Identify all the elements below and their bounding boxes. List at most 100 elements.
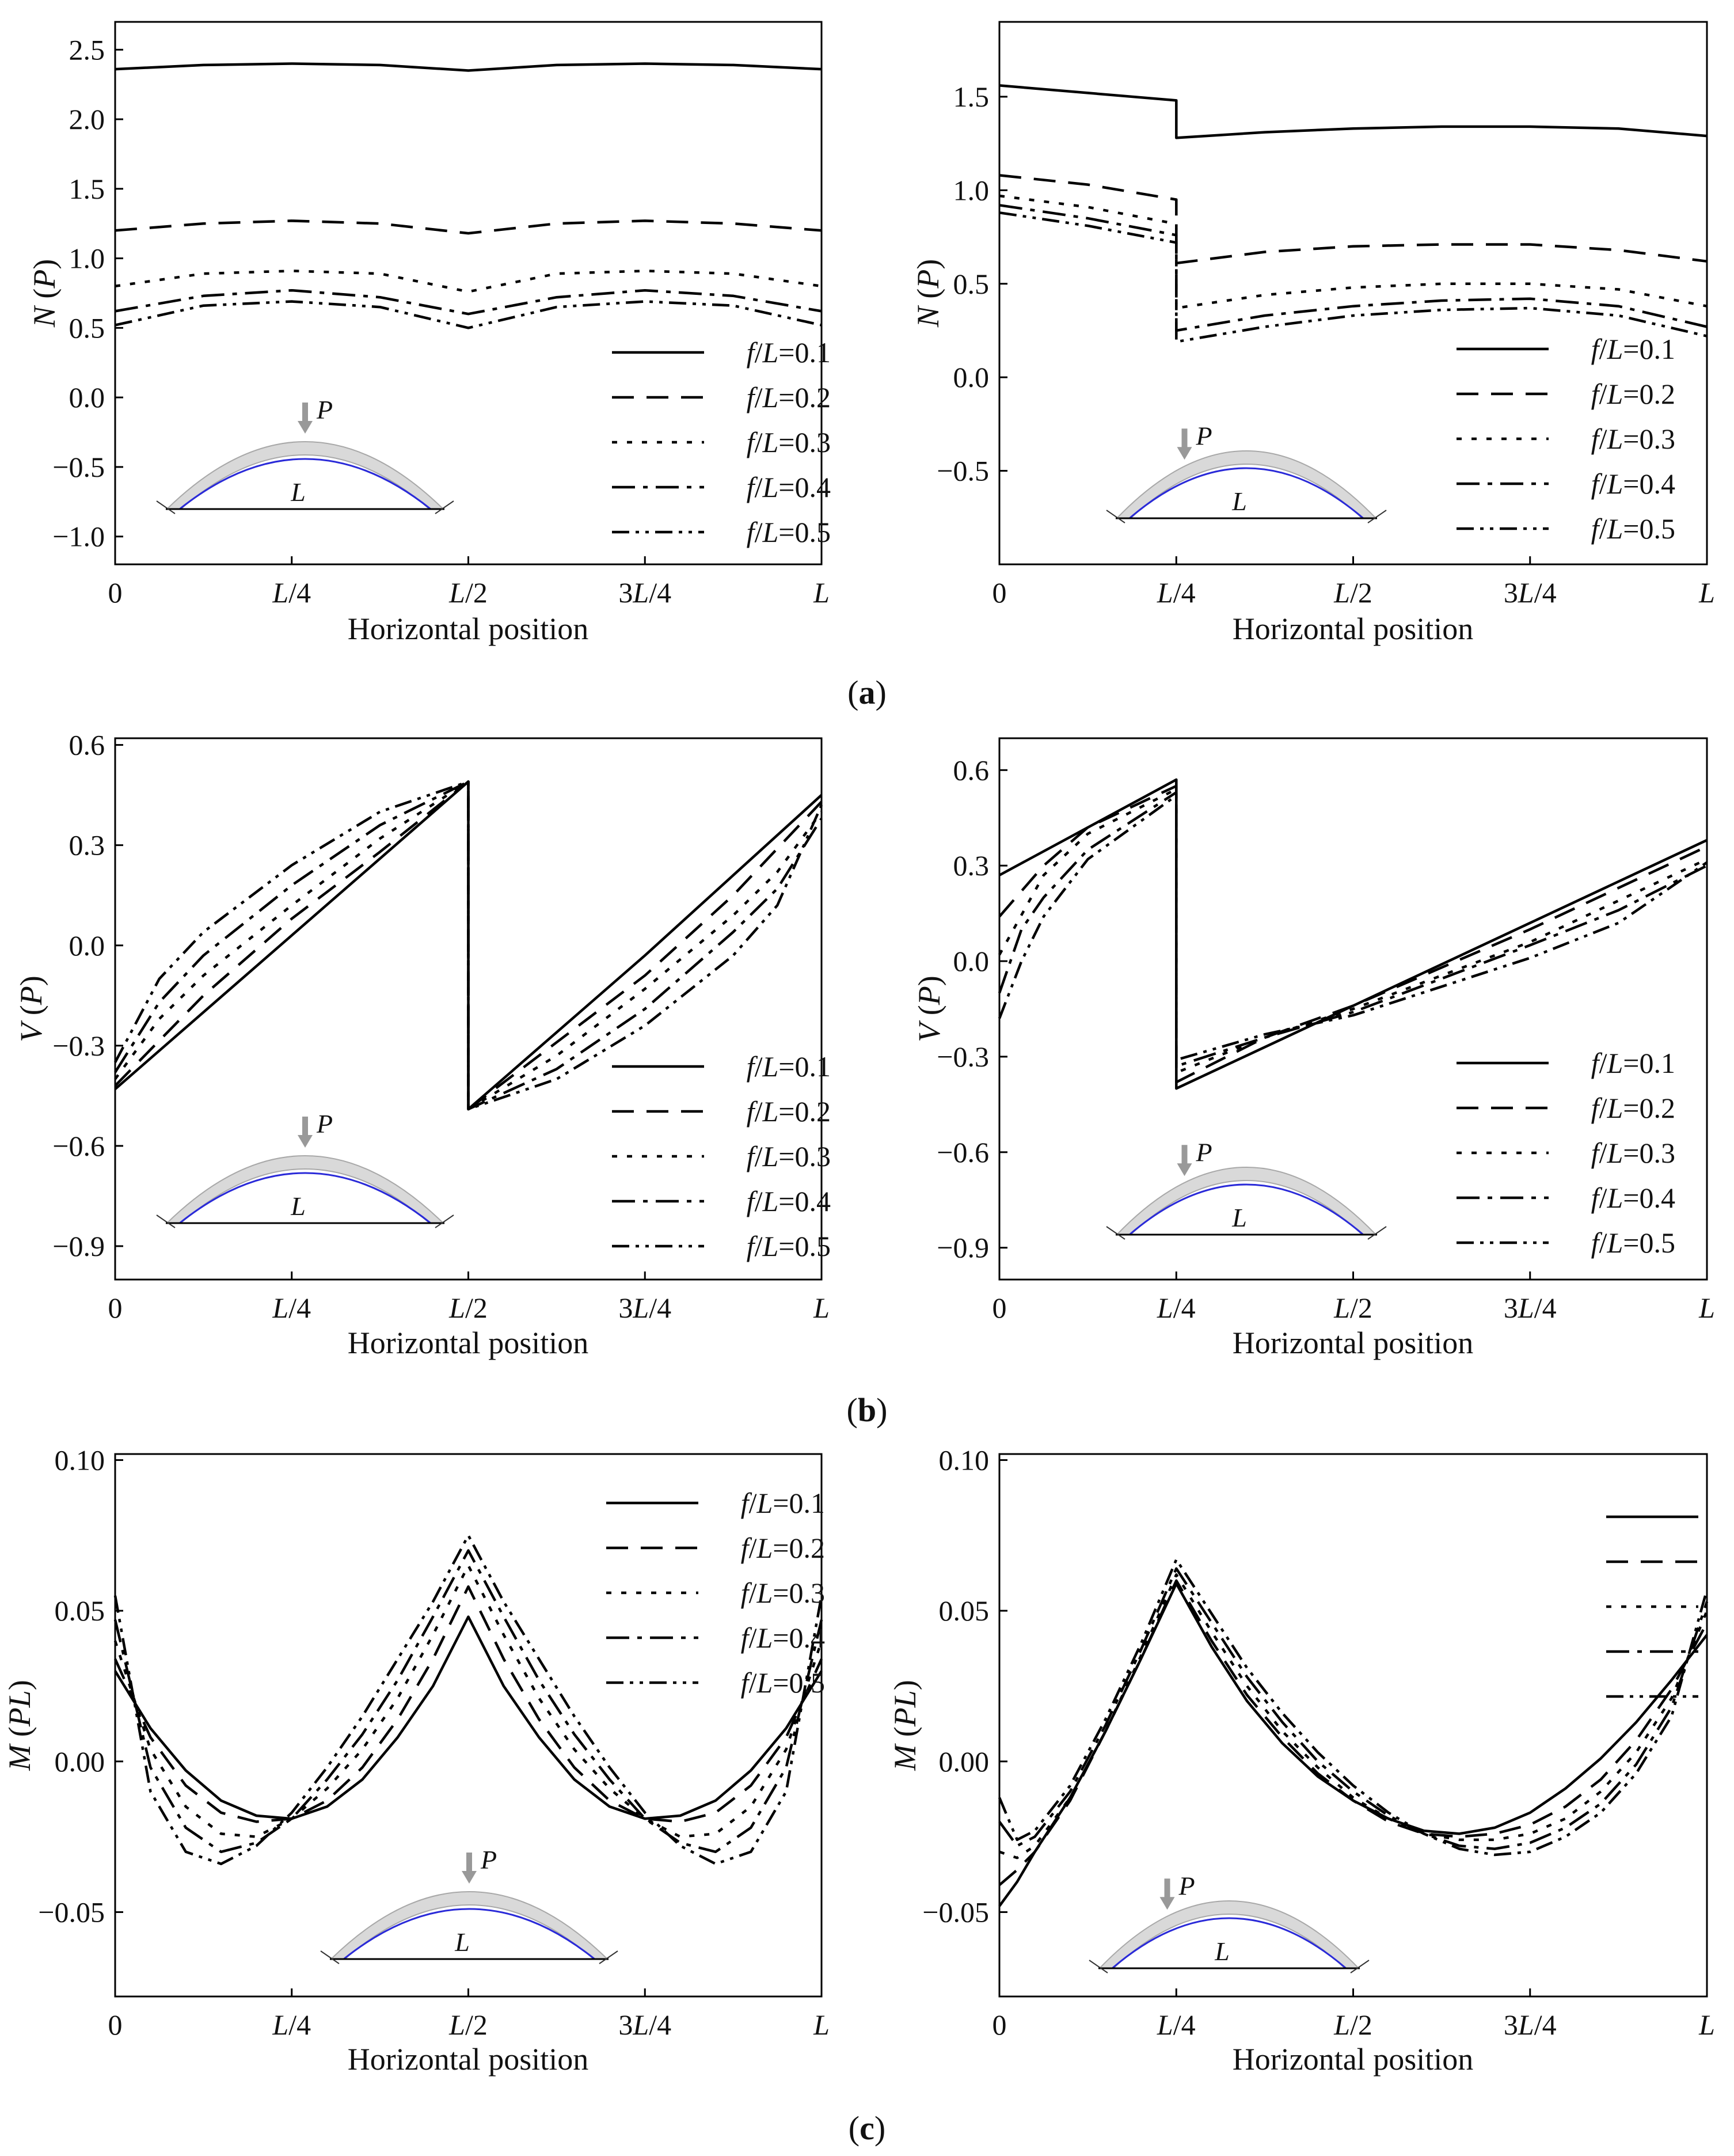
- legend-label: f/L=0.1: [747, 1050, 831, 1083]
- legend-label: f/L=0.5: [741, 1667, 825, 1699]
- series-line-3: [113, 1564, 823, 1838]
- y-tick-label: −0.6: [52, 1130, 105, 1162]
- y-tick-label: 0.6: [69, 729, 105, 761]
- y-axis-label: M (PL): [2, 1680, 37, 1771]
- arch-axis: [1129, 467, 1364, 519]
- series-lines: [113, 1534, 823, 1865]
- panel-b-left: 0.6 0.3 0.0 −0.3 −0.6 −0.9 0 L/4 L/2 3L/4 L Horiz…: [14, 729, 831, 1360]
- legend-label: f/L=0.5: [747, 516, 831, 548]
- x-axis-label: Horizontal position: [1233, 612, 1473, 646]
- x-tick-label: 3L/4: [618, 576, 671, 609]
- x-tick-label: L/4: [1157, 576, 1196, 609]
- series-line-2: [998, 784, 1708, 1084]
- legend: f/L=0.1f/L=0.2f/L=0.3f/L=0.4f/L=0.5: [1606, 1515, 1698, 1698]
- panel-a-left: 2.52.01.51.00.50.0−0.5−1.0 0 L/4 L/2 3L/4 L …: [27, 21, 831, 646]
- span-label: L: [1214, 1937, 1230, 1966]
- support-left: [1106, 1226, 1125, 1240]
- y-tick-label: 0.3: [69, 829, 105, 861]
- arch-axis: [343, 1908, 595, 1960]
- legend-label: f/L=0.5: [747, 1230, 831, 1262]
- load-arrow-icon: [298, 421, 313, 434]
- x-tick-label: 0: [108, 2009, 123, 2041]
- y-tick-label: 0.6: [953, 754, 990, 786]
- support-left: [156, 1214, 176, 1228]
- y-tick-label: 2.5: [69, 33, 105, 66]
- series-line-1: [114, 1615, 823, 1820]
- series-line-3: [999, 1573, 1709, 1859]
- support-left: [156, 500, 176, 514]
- x-axis-label: Horizontal position: [1233, 1326, 1473, 1360]
- load-label: P: [316, 1109, 333, 1138]
- legend-label: f/L=0.3: [741, 1577, 825, 1609]
- x-axis-ticks: 0 L/4 L/2 3L/4 L: [108, 1988, 830, 2041]
- series-line-5: [114, 780, 823, 1111]
- legend-label: f/L=0.4: [741, 1622, 825, 1654]
- x-tick-label: L: [813, 2009, 830, 2041]
- y-tick-label: 0.10: [55, 1444, 105, 1476]
- legend: f/L=0.1f/L=0.2f/L=0.3f/L=0.4f/L=0.5: [612, 336, 831, 548]
- y-tick-label: 0.5: [953, 268, 990, 300]
- legend-label: f/L=0.4: [1591, 468, 1675, 500]
- legend: f/L=0.1f/L=0.2f/L=0.3f/L=0.4f/L=0.5: [1457, 1047, 1675, 1259]
- span-label: L: [290, 1191, 306, 1221]
- load-arrow-shaft: [1164, 1878, 1170, 1899]
- y-tick-label: 1.5: [69, 173, 105, 205]
- x-axis-ticks: 0 L/4 L/2 3L/4 L: [993, 1271, 1715, 1324]
- legend-label: f/L=0.2: [1591, 378, 1675, 410]
- x-axis-ticks: 0 L/4 L/2 3L/4 L: [108, 1271, 830, 1324]
- legend-label: f/L=0.2: [1591, 1092, 1675, 1124]
- x-tick-label: 0: [993, 576, 1007, 609]
- x-tick-label: L: [1698, 2009, 1715, 2041]
- y-axis-ticks: 0.10 0.05 0.00 −0.05: [38, 1444, 123, 1928]
- series-line-2: [113, 1585, 823, 1823]
- series-line-2: [115, 219, 822, 235]
- plot-frame: [114, 1453, 823, 1998]
- series-line-1: [998, 778, 1708, 1090]
- arch-axis: [179, 1172, 431, 1224]
- y-tick-label: −0.3: [52, 1030, 105, 1062]
- y-axis-label: N (P): [911, 259, 945, 328]
- series-line-1: [999, 84, 1708, 139]
- series-line-1: [998, 1582, 1708, 1907]
- arch-inset: LP: [1089, 1871, 1370, 1973]
- support-right: [1350, 1960, 1370, 1973]
- x-tick-label: 3L/4: [618, 2009, 671, 2041]
- load-arrow-icon: [1159, 1897, 1175, 1910]
- panel-c-left: 0.10 0.05 0.00 −0.05 0 L/4 L/2 3L/4 L Horizonta…: [2, 1444, 830, 2077]
- y-axis-label: V (P): [14, 975, 48, 1042]
- x-axis-label: Horizontal position: [348, 1326, 588, 1360]
- x-tick-label: 3L/4: [1504, 576, 1557, 609]
- series-line-3: [999, 194, 1708, 310]
- arch-inset: LP: [156, 1109, 454, 1228]
- y-axis-label: N (P): [27, 259, 62, 328]
- y-tick-label: −0.05: [922, 1896, 989, 1928]
- x-tick-label: 3L/4: [618, 1292, 671, 1324]
- y-tick-label: 0.0: [953, 945, 990, 977]
- legend-label: f/L=0.5: [1591, 513, 1675, 545]
- x-tick-label: L/4: [1157, 1292, 1196, 1324]
- span-label: L: [454, 1927, 470, 1957]
- y-axis-ticks: 2.5 2.0 1.5 1.0 0.5 0.0 −0.5 −1.0: [52, 33, 123, 553]
- load-arrow-icon: [462, 1871, 477, 1884]
- load-arrow-shaft: [302, 403, 308, 422]
- x-tick-label: L: [813, 1292, 830, 1324]
- legend-label: f/L=0.1: [1591, 1047, 1675, 1079]
- support-right: [435, 500, 454, 514]
- load-label: P: [1196, 421, 1212, 450]
- x-axis-label: Horizontal position: [348, 2042, 588, 2077]
- legend-label: f/L=0.4: [747, 471, 831, 503]
- series-line-2: [998, 1579, 1708, 1886]
- legend-label: f/L=0.2: [741, 1532, 825, 1564]
- series-line-5: [115, 300, 822, 329]
- x-tick-label: L: [813, 576, 830, 609]
- series-line-4: [999, 204, 1708, 332]
- series-lines: [998, 778, 1708, 1090]
- span-label: L: [1231, 487, 1247, 516]
- support-left: [320, 1950, 340, 1964]
- load-arrow-shaft: [1181, 1145, 1188, 1165]
- y-tick-label: 2.0: [69, 103, 105, 135]
- x-tick-label: L: [1698, 576, 1715, 609]
- y-tick-label: −0.5: [52, 451, 105, 483]
- load-arrow-icon: [1177, 447, 1192, 460]
- y-tick-label: 1.5: [953, 81, 990, 113]
